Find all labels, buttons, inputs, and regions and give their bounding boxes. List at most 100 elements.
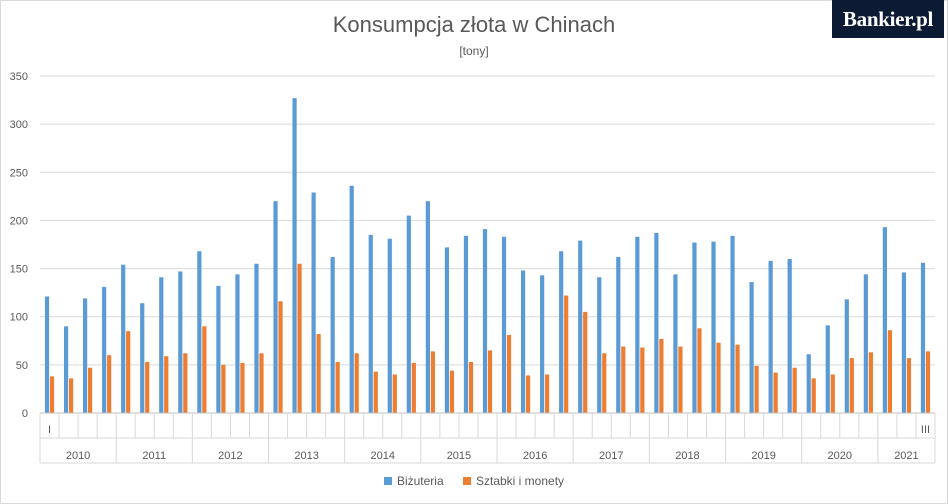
bar-sztabki [221,364,226,413]
year-label: 2020 [828,450,852,462]
bar-sztabki [678,346,683,413]
bar-sztabki [754,365,759,413]
bar-sztabki [126,331,131,413]
chart-title: Konsumpcja złota w Chinach [332,12,616,37]
bar-sztabki [697,328,702,413]
bar-bizuteria [406,215,411,413]
y-tick-label: 300 [10,119,28,131]
bar-bizuteria [216,285,221,413]
bar-sztabki [640,347,645,413]
bar-bizuteria [520,270,526,413]
bar-sztabki [49,376,55,413]
bar-sztabki [830,374,835,413]
bar-sztabki [449,370,455,413]
chart-subtitle: [tony] [459,44,489,58]
y-tick-label: 350 [10,71,28,83]
bar-sztabki [240,362,245,413]
bar-sztabki [411,362,416,413]
bar-sztabki [107,355,112,413]
bar-sztabki [88,367,93,413]
bar-bizuteria [825,325,830,413]
year-label: 2019 [751,450,775,462]
bar-sztabki [659,338,664,413]
year-label: 2014 [371,450,395,462]
bar-sztabki [278,301,283,413]
y-tick-label: 150 [10,264,28,276]
y-axis-ticks: 0 50 100 150 200 250 300 350 [10,71,28,420]
bar-sztabki [545,374,550,413]
bar-bizuteria [863,274,868,413]
y-tick-label: 250 [10,167,28,179]
bar-bizuteria [901,272,907,413]
legend-label-sztabki: Sztabki i monety [475,474,565,488]
year-label: 2011 [142,450,166,462]
bar-bizuteria [673,274,678,413]
bar-bizuteria [730,235,735,413]
bar-sztabki [259,353,264,413]
bar-bizuteria [540,275,545,413]
bar-sztabki [906,358,912,413]
bar-sztabki [68,378,74,413]
bar-bizuteria [501,236,507,413]
bar-bizuteria [597,277,602,413]
bar-bizuteria [559,251,564,413]
bar-bizuteria [463,235,469,413]
legend-item-bizuteria[interactable]: Biżuteria [383,474,444,488]
bar-bizuteria [749,282,754,413]
bar-bizuteria [578,240,583,413]
bar-bizuteria [425,201,430,413]
bar-sztabki [849,358,854,413]
bar-sztabki [430,351,435,413]
bar-sztabki [583,311,588,413]
legend-item-sztabki[interactable]: Sztabki i monety [462,474,565,488]
bar-sztabki [145,361,150,413]
bar-sztabki [621,346,626,413]
bar-bizuteria [349,185,354,413]
year-label: 2015 [447,450,471,462]
bar-bizuteria [882,227,887,413]
bar-sztabki [716,342,721,413]
bars [44,98,931,413]
bar-bizuteria [616,257,621,413]
bar-bizuteria [387,238,392,413]
bar-bizuteria [44,296,50,413]
bar-sztabki [297,263,302,413]
bar-sztabki [602,353,607,413]
bar-bizuteria [83,298,88,413]
bar-bizuteria [711,241,716,413]
year-label: 2013 [294,450,318,462]
bar-sztabki [792,367,797,413]
bar-bizuteria [63,326,69,413]
year-label: 2021 [894,450,918,462]
bar-bizuteria [444,247,450,413]
bar-bizuteria [102,286,107,413]
y-tick-label: 0 [22,408,28,420]
y-tick-label: 200 [10,215,28,227]
bar-sztabki [868,352,873,413]
year-label: 2016 [523,450,547,462]
bar-bizuteria [235,274,240,413]
y-tick-label: 50 [16,360,28,372]
bar-sztabki [468,361,474,413]
bar-sztabki [373,371,378,413]
bar-sztabki [811,378,816,413]
bar-bizuteria [254,263,259,413]
legend-swatch-bizuteria [383,477,392,485]
bar-bizuteria [178,271,183,413]
bar-bizuteria [121,264,126,413]
legend-label-bizuteria: Biżuteria [396,474,444,488]
bar-bizuteria [273,201,278,413]
bar-sztabki [925,351,931,413]
y-tick-label: 100 [10,312,28,324]
bar-sztabki [183,353,188,413]
year-label: 2017 [599,450,623,462]
bar-bizuteria [768,260,773,413]
year-label: 2012 [218,450,242,462]
quarter-label-last: III [921,424,930,436]
bar-bizuteria [368,234,373,413]
quarter-label-first: I [48,424,51,436]
bar-bizuteria [806,354,811,413]
